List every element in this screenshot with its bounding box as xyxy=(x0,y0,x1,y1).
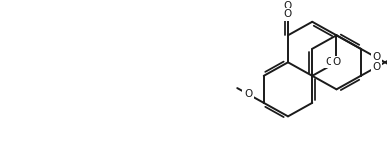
Text: O: O xyxy=(332,57,341,67)
Text: O: O xyxy=(325,57,334,67)
Text: O: O xyxy=(372,53,380,63)
Text: O: O xyxy=(284,1,292,11)
Text: O: O xyxy=(372,53,380,63)
Text: O: O xyxy=(244,89,252,99)
Text: O: O xyxy=(284,9,292,19)
Text: O: O xyxy=(372,62,380,72)
